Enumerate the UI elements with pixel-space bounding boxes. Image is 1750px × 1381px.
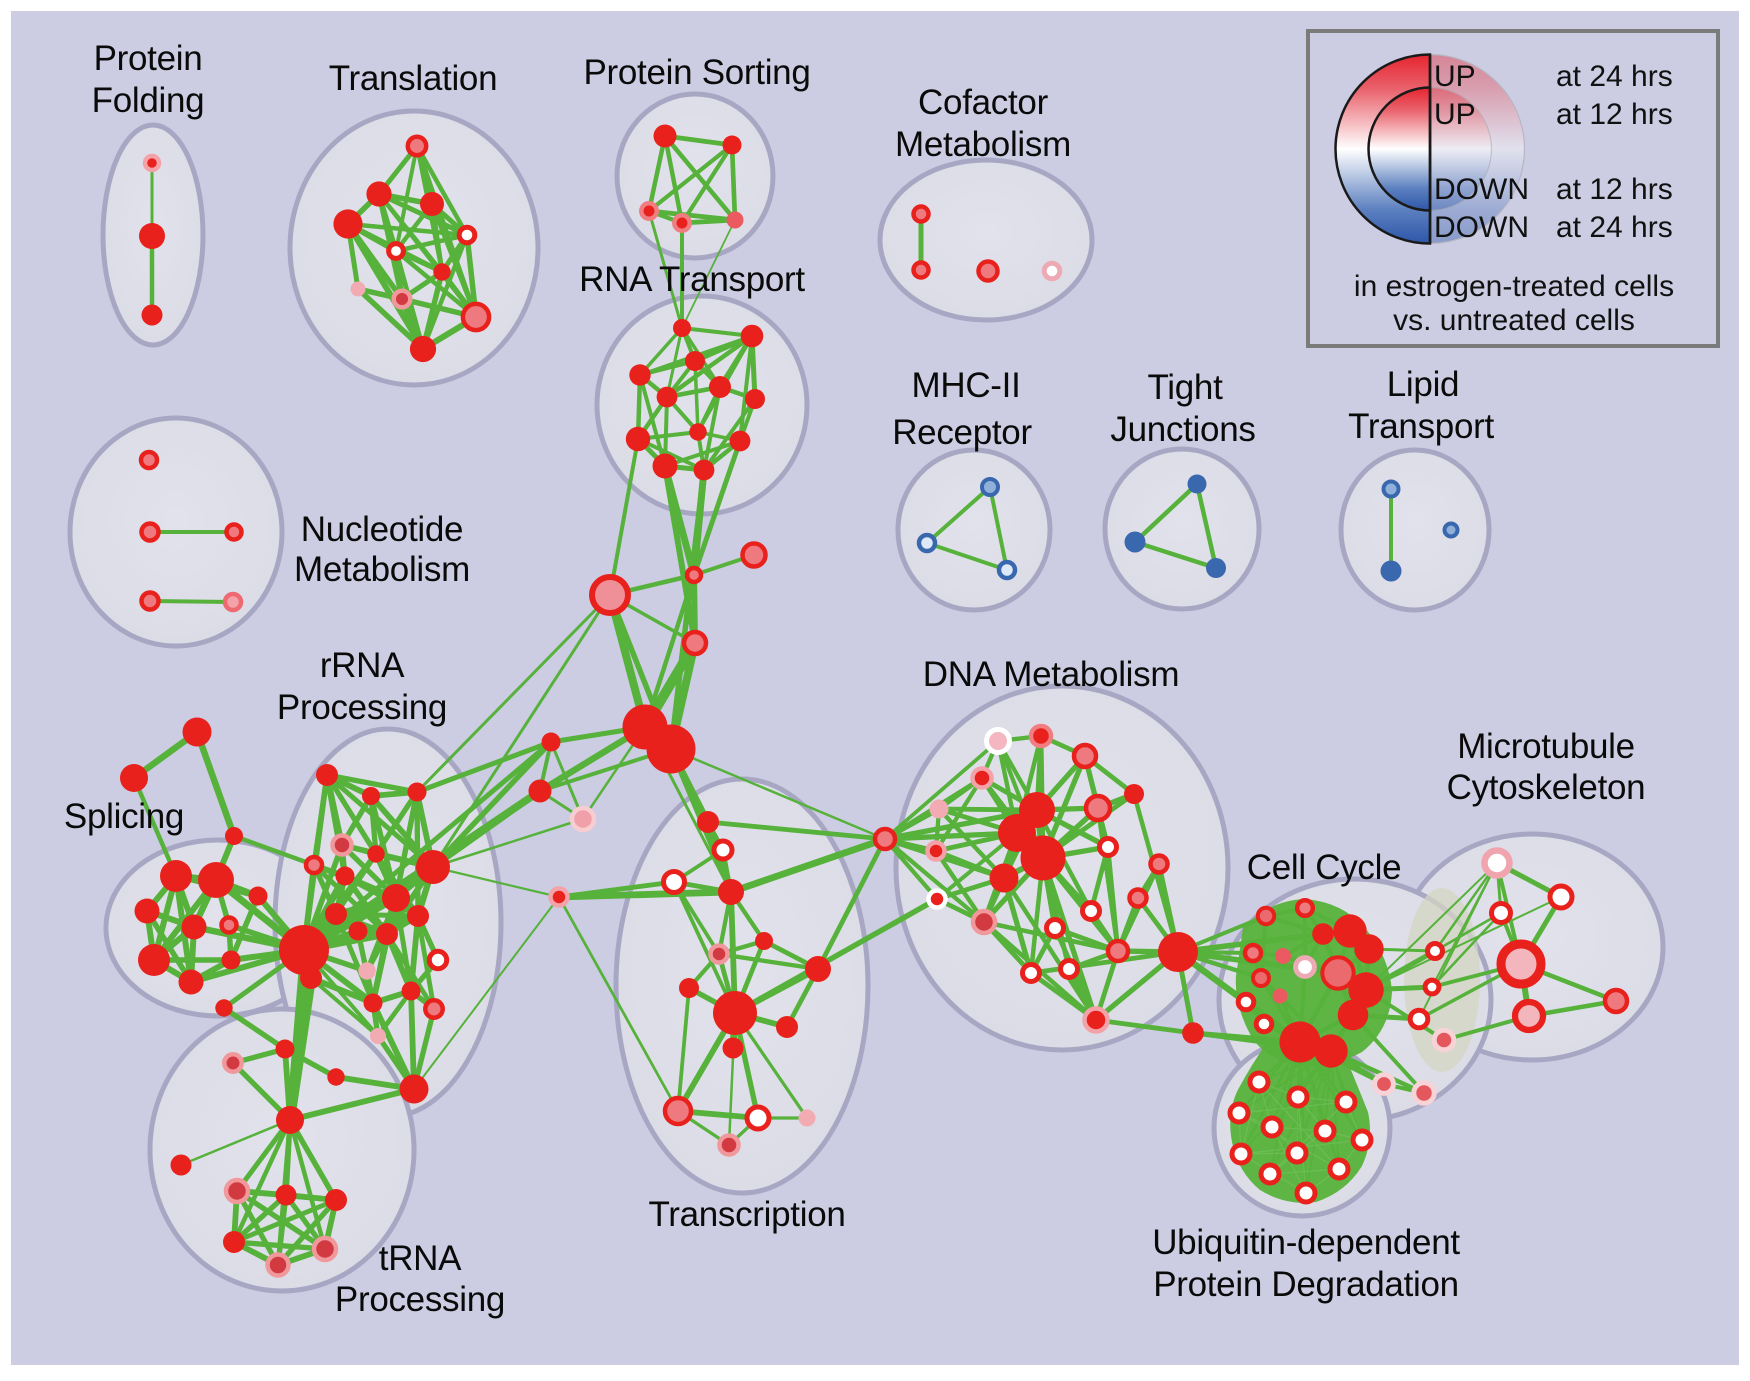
svg-text:UP: UP bbox=[1434, 98, 1476, 131]
svg-text:DNA Metabolism: DNA Metabolism bbox=[923, 655, 1179, 694]
svg-text:Processing: Processing bbox=[335, 1280, 505, 1319]
svg-text:UP: UP bbox=[1434, 60, 1476, 93]
svg-text:Microtubule: Microtubule bbox=[1457, 727, 1635, 766]
svg-text:Folding: Folding bbox=[92, 81, 205, 120]
svg-text:RNA Transport: RNA Transport bbox=[579, 260, 805, 299]
svg-text:DOWN: DOWN bbox=[1434, 211, 1529, 244]
svg-text:rRNA: rRNA bbox=[320, 646, 405, 685]
svg-text:at 24 hrs: at 24 hrs bbox=[1556, 60, 1673, 93]
svg-text:Translation: Translation bbox=[329, 59, 498, 98]
svg-text:DOWN: DOWN bbox=[1434, 173, 1529, 206]
svg-text:Cell Cycle: Cell Cycle bbox=[1247, 848, 1402, 887]
svg-text:Transcription: Transcription bbox=[648, 1195, 845, 1234]
svg-text:Processing: Processing bbox=[277, 688, 447, 727]
svg-text:Receptor: Receptor bbox=[892, 413, 1032, 452]
svg-text:Protein Sorting: Protein Sorting bbox=[583, 53, 810, 92]
svg-text:tRNA: tRNA bbox=[379, 1239, 462, 1278]
svg-text:Cofactor: Cofactor bbox=[918, 83, 1049, 122]
svg-text:Lipid: Lipid bbox=[1387, 365, 1459, 404]
svg-text:Metabolism: Metabolism bbox=[294, 550, 470, 589]
svg-text:Ubiquitin-dependent: Ubiquitin-dependent bbox=[1152, 1223, 1460, 1262]
svg-text:Protein Degradation: Protein Degradation bbox=[1153, 1265, 1459, 1304]
svg-text:in estrogen-treated cells: in estrogen-treated cells bbox=[1354, 270, 1674, 303]
svg-text:MHC-II: MHC-II bbox=[911, 366, 1020, 405]
svg-text:Protein: Protein bbox=[94, 39, 203, 78]
svg-text:Junctions: Junctions bbox=[1110, 410, 1255, 449]
svg-text:vs. untreated cells: vs. untreated cells bbox=[1393, 304, 1635, 337]
svg-text:Splicing: Splicing bbox=[64, 797, 184, 836]
svg-text:Metabolism: Metabolism bbox=[895, 125, 1071, 164]
svg-text:at 12 hrs: at 12 hrs bbox=[1556, 173, 1673, 206]
svg-text:Tight: Tight bbox=[1147, 368, 1223, 407]
svg-text:at 12 hrs: at 12 hrs bbox=[1556, 98, 1673, 131]
svg-text:Nucleotide: Nucleotide bbox=[301, 510, 463, 549]
svg-text:Cytoskeleton: Cytoskeleton bbox=[1447, 768, 1646, 807]
svg-text:Transport: Transport bbox=[1348, 407, 1494, 446]
svg-text:at 24 hrs: at 24 hrs bbox=[1556, 211, 1673, 244]
